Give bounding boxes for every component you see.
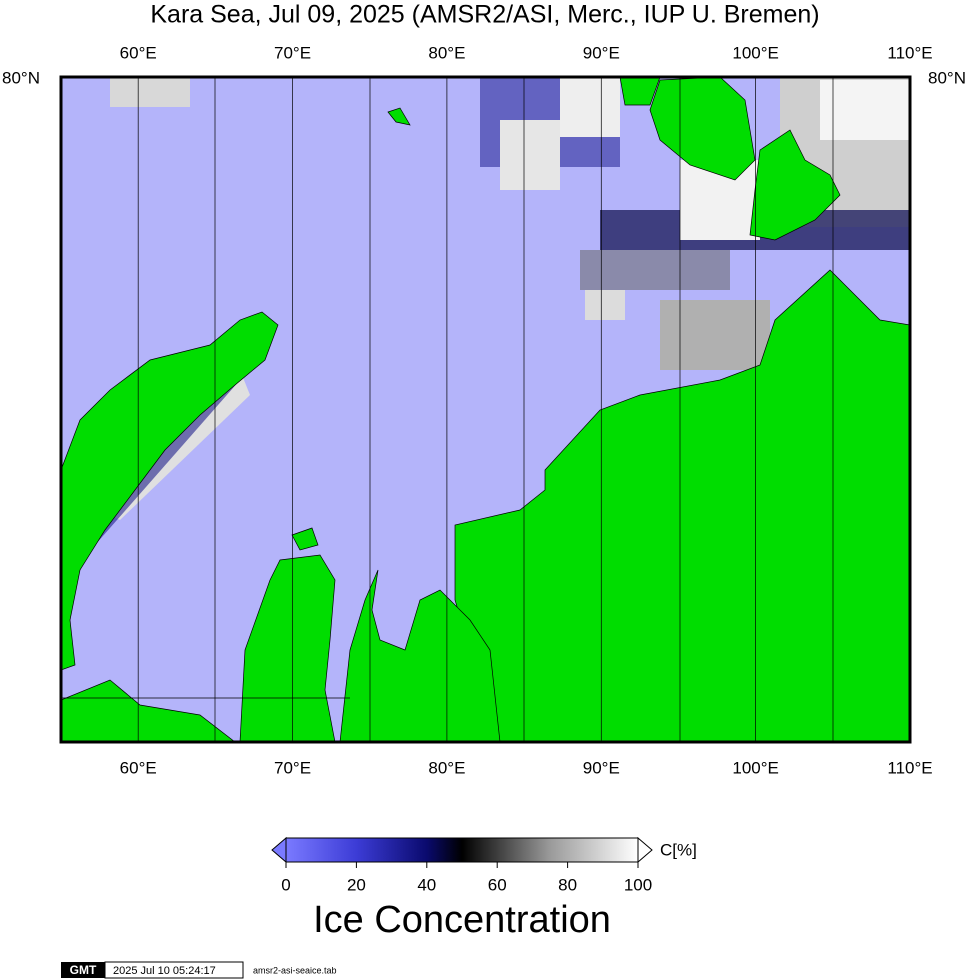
lon-label-bottom: 80°E (428, 758, 465, 777)
lon-label-bottom: 110°E (887, 758, 932, 777)
lon-label-bottom: 60°E (120, 758, 157, 777)
colorbar-tick-label: 100 (624, 875, 652, 894)
lon-label-top: 60°E (120, 43, 157, 62)
gmt-logo-box (61, 962, 105, 978)
colorbar-label: Ice Concentration (313, 899, 611, 941)
lon-label-top: 90°E (583, 43, 620, 62)
lon-label-top: 70°E (274, 43, 311, 62)
colorbar-tick-label: 0 (281, 875, 290, 894)
timestamp: 2025 Jul 10 05:24:17 (113, 965, 216, 977)
colorbar-over (637, 836, 653, 864)
lon-label-top: 100°E (732, 43, 779, 62)
timestamp-box (104, 961, 244, 979)
lon-label-bottom: 70°E (274, 758, 311, 777)
file-name: amsr2-asi-seaice.tab (253, 965, 337, 975)
map-frame (59, 75, 912, 744)
land (61, 77, 910, 742)
colorbar-unit: C[%] (660, 840, 697, 859)
gmt-logo: GMT (70, 963, 97, 977)
lon-label-top: 80°E (428, 43, 465, 62)
lon-labels: 60°E 60°E 70°E 70°E 80°E 80°E 90°E 90°E 100°E 100… (120, 43, 933, 777)
lat-label-left: 80°N (2, 68, 40, 87)
map-area (61, 77, 910, 742)
graticule-minor (61, 77, 834, 742)
colorbar-tick-label: 20 (347, 875, 366, 894)
lon-label-top: 110°E (887, 43, 932, 62)
graticule (137, 77, 910, 742)
lon-label-bottom: 100°E (732, 758, 779, 777)
lat-label-right: 80°N (928, 68, 966, 87)
colorbar-tick-label: 80 (558, 875, 577, 894)
map-title: Kara Sea, Jul 09, 2025 (AMSR2/ASI, Merc.… (150, 1, 819, 29)
colorbar-under (271, 836, 287, 864)
colorbar-tick-label: 40 (417, 875, 436, 894)
lon-label-bottom: 90°E (583, 758, 620, 777)
colorbar-ticks: 0 20 40 60 80 100 (281, 862, 652, 894)
colorbar-tick-label: 60 (488, 875, 507, 894)
colorbar (285, 837, 639, 863)
